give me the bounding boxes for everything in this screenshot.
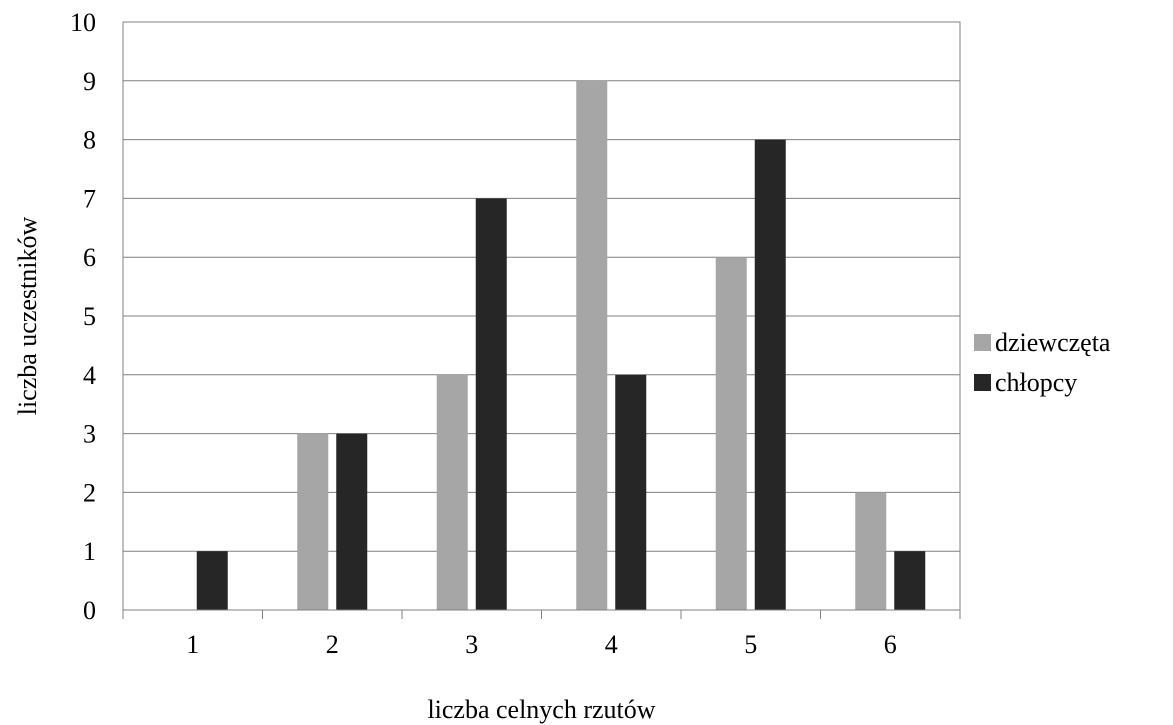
y-tick-label: 1 — [83, 537, 96, 566]
y-tick-label: 9 — [83, 67, 96, 96]
y-tick-label: 6 — [83, 243, 96, 272]
x-axis-tick-labels: 1 2 3 4 5 6 — [186, 630, 897, 659]
bar-series-1 — [715, 257, 747, 610]
bar-series-2 — [475, 198, 507, 610]
x-tick-label: 4 — [605, 630, 618, 659]
legend-swatch — [974, 334, 991, 351]
gridlines — [123, 21, 960, 552]
y-tick-label: 7 — [83, 184, 96, 213]
bar-series-2 — [615, 374, 647, 610]
bar-series-1 — [576, 80, 608, 611]
legend-label: dziewczęta — [995, 328, 1111, 357]
y-tick-label: 2 — [83, 478, 96, 507]
bar-series-2 — [336, 433, 368, 610]
y-axis-title: liczba uczestników — [13, 217, 42, 416]
legend: dziewczęta chłopcy — [974, 328, 1111, 397]
bar-series-2 — [894, 551, 926, 610]
legend-label: chłopcy — [995, 368, 1077, 397]
bar-series-2 — [196, 551, 228, 610]
y-tick-label: 8 — [83, 126, 96, 155]
y-tick-label: 4 — [83, 361, 96, 390]
y-tick-label: 10 — [70, 8, 96, 37]
x-tick-label: 2 — [326, 630, 339, 659]
legend-swatch — [974, 374, 991, 391]
x-axis-ticks — [122, 610, 961, 619]
x-axis-title: liczba celnych rzutów — [427, 695, 655, 724]
bar-series-1 — [855, 492, 887, 610]
bars — [196, 80, 926, 611]
bar-series-1 — [436, 374, 468, 610]
x-tick-label: 6 — [884, 630, 897, 659]
x-tick-label: 1 — [186, 630, 199, 659]
bar-series-2 — [754, 139, 786, 610]
x-tick-label: 3 — [465, 630, 478, 659]
y-tick-label: 5 — [83, 302, 96, 331]
bar-series-1 — [297, 433, 329, 610]
y-tick-label: 0 — [83, 596, 96, 625]
y-axis-tick-labels: 0 1 2 3 4 5 6 7 8 9 10 — [70, 8, 96, 625]
y-tick-label: 3 — [83, 420, 96, 449]
x-tick-label: 5 — [744, 630, 757, 659]
